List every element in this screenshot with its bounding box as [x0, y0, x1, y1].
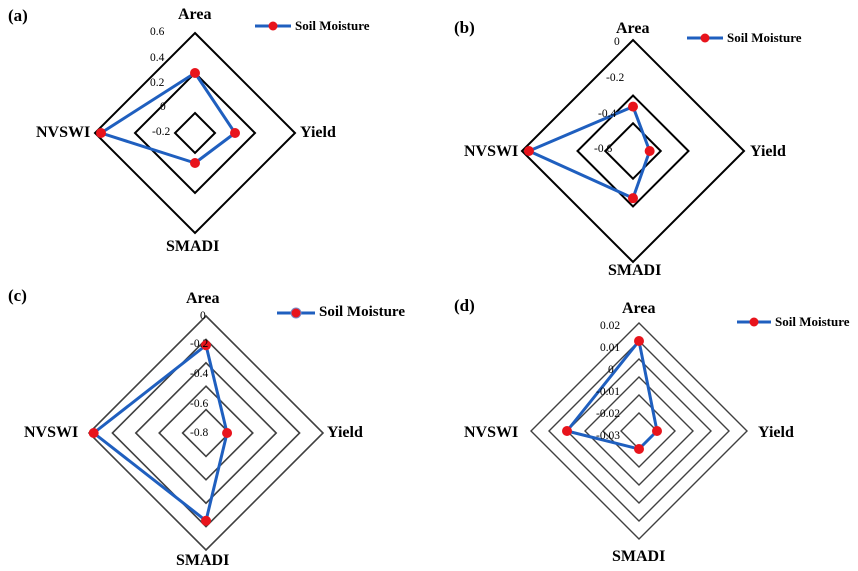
data-point-yield — [230, 128, 240, 138]
legend-a: Soil Moisture — [254, 18, 370, 34]
data-point-area — [634, 336, 644, 346]
series-line-soil-moisture — [527, 105, 652, 200]
panel-label-a: (a) — [8, 6, 28, 25]
radar-plot-a — [93, 31, 297, 235]
r-tick-label: -0.03 — [596, 430, 620, 442]
grid-ring — [134, 361, 278, 505]
axis-label-area: Area — [616, 20, 650, 37]
series-line-soil-moisture — [99, 71, 237, 165]
axis-label-smadi: SMADI — [166, 238, 220, 255]
axis-label-nvswi: NVSWI — [464, 143, 519, 160]
axis-label-smadi: SMADI — [608, 262, 662, 279]
legend-label: Soil Moisture — [295, 18, 370, 33]
radar-chart-d: (d) Area Yield SMADI NVSWI 0.02 0.01 0 -… — [440, 280, 858, 571]
panel-label-b: (b) — [454, 18, 475, 37]
legend-marker-line — [737, 317, 771, 327]
axis-label-yield: Yield — [327, 424, 363, 441]
grid-ring — [181, 408, 231, 458]
grid-ring — [602, 394, 676, 468]
radar-plot-b — [520, 38, 746, 264]
r-tick-label: -0.02 — [596, 408, 620, 420]
data-point-smadi — [628, 193, 638, 204]
r-tick-label: -0.01 — [596, 386, 620, 398]
legend-marker-line — [277, 307, 315, 318]
r-tick-label: 0 — [608, 364, 614, 376]
axis-label-area: Area — [622, 300, 656, 317]
grid-ring — [87, 314, 325, 552]
r-tick-label: 0 — [160, 101, 166, 113]
radar-plot-d — [530, 322, 748, 540]
r-tick-label: 0.4 — [150, 52, 165, 64]
r-tick-label: 0 — [614, 36, 620, 48]
data-point-smadi — [634, 444, 644, 454]
panel-label-c: (c) — [8, 286, 27, 305]
r-tick-label: -0.6 — [190, 398, 209, 410]
data-point-smadi — [190, 158, 200, 168]
grid-ring — [173, 111, 217, 155]
grid-ring — [620, 412, 658, 450]
axis-label-yield: Yield — [750, 143, 786, 160]
legend-c: Soil Moisture — [276, 304, 405, 321]
axis-label-nvswi: NVSWI — [464, 424, 519, 441]
panel-label-d: (d) — [454, 296, 475, 315]
legend-label: Soil Moisture — [775, 314, 850, 329]
legend-label: Soil Moisture — [319, 304, 405, 320]
legend-label: Soil Moisture — [727, 30, 802, 45]
axis-label-smadi: SMADI — [612, 548, 666, 565]
r-tick-label: 0.01 — [600, 342, 621, 354]
axis-label-nvswi: NVSWI — [36, 124, 91, 141]
grid-ring — [603, 121, 663, 181]
data-point-area — [201, 340, 211, 351]
axis-label-yield: Yield — [300, 124, 336, 141]
radar-chart-c: (c) Area Yield SMADI NVSWI 0 -0.2 -0.4 -… — [0, 280, 440, 571]
data-point-yield — [652, 426, 662, 436]
r-tick-label: 0.6 — [150, 26, 165, 38]
grid-ring — [576, 94, 690, 208]
r-tick-label: -0.2 — [190, 338, 209, 350]
axis-label-area: Area — [186, 290, 220, 307]
data-point-area — [628, 101, 638, 112]
r-tick-label: -0.2 — [606, 72, 625, 84]
axis-label-smadi: SMADI — [176, 552, 230, 569]
axis-label-yield: Yield — [758, 424, 794, 441]
data-point-nvswi — [96, 128, 106, 138]
legend-marker-line — [255, 21, 291, 31]
grid-ring — [93, 31, 297, 235]
grid-ring — [530, 322, 748, 540]
axis-label-area: Area — [178, 6, 212, 23]
axis-label-nvswi: NVSWI — [24, 424, 79, 441]
grid-ring — [520, 38, 746, 264]
r-tick-label: 0 — [200, 310, 206, 322]
data-point-area — [190, 68, 200, 78]
data-point-smadi — [201, 515, 211, 526]
grid-ring — [566, 358, 712, 504]
data-point-yield — [222, 428, 233, 438]
r-tick-label: 0.2 — [150, 77, 165, 89]
legend-b: Soil Moisture — [686, 30, 802, 46]
data-point-nvswi — [88, 428, 99, 438]
grid-ring — [133, 71, 257, 195]
legend-d: Soil Moisture — [736, 314, 850, 330]
legend-marker-line — [687, 33, 723, 43]
r-tick-label: 0.02 — [600, 320, 621, 332]
radar-chart-b: (b) Area Yield SMADI NVSWI 0 -0.2 -0.4 -… — [440, 0, 858, 280]
r-tick-label: -0.8 — [190, 427, 209, 439]
r-tick-label: -0.4 — [190, 368, 209, 380]
grid-ring — [111, 338, 301, 528]
r-tick-label: -0.6 — [594, 143, 613, 155]
radar-chart-a: (a) Area Yield SMADI NVSWI 0.6 0.4 0.2 0… — [0, 0, 420, 260]
data-point-yield — [644, 146, 655, 156]
grid-ring — [158, 385, 254, 481]
data-point-nvswi — [562, 426, 572, 436]
grid-ring — [584, 376, 694, 486]
radar-plot-c — [87, 314, 325, 552]
r-tick-label: -0.2 — [152, 126, 171, 138]
data-point-nvswi — [523, 146, 534, 156]
grid-ring — [548, 340, 730, 522]
r-tick-label: -0.4 — [598, 108, 617, 120]
